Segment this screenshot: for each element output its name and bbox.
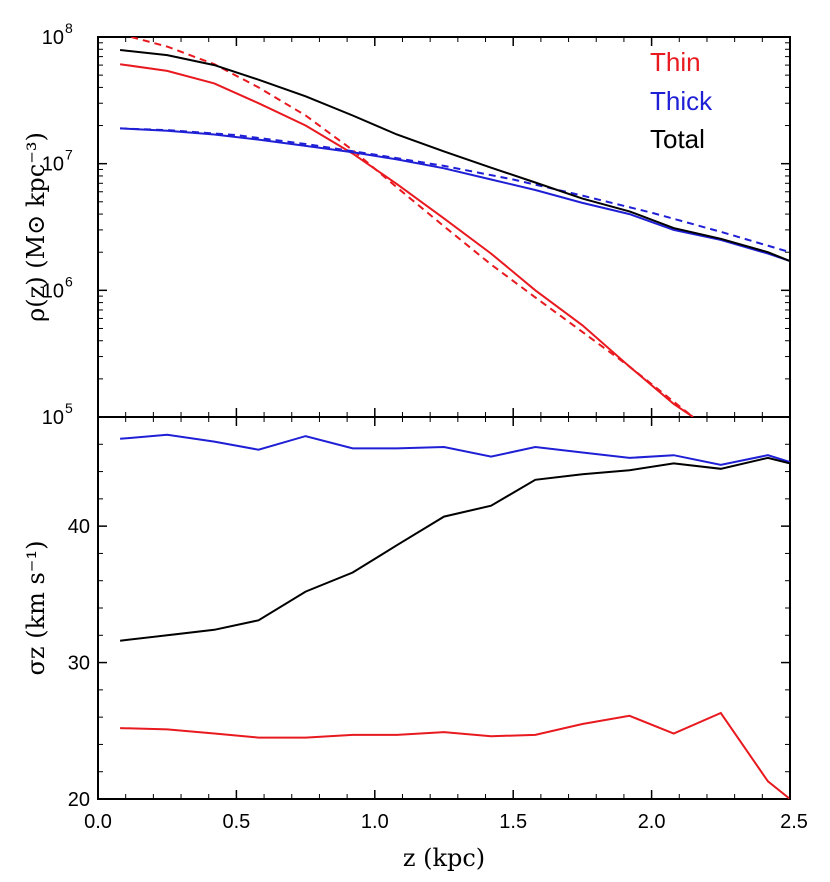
top-series-thin-dashed <box>130 37 694 417</box>
top-y-tick-label: 10 <box>42 280 64 302</box>
bottom-series-thin <box>120 711 790 799</box>
top-series-thin-solid <box>119 63 694 417</box>
bottom-y-tick-label: 20 <box>68 789 90 811</box>
bottom-y-tick-label: 30 <box>68 653 90 675</box>
top-y-tick-exponent: 8 <box>65 20 73 36</box>
top-y-tick-label: 10 <box>42 407 64 429</box>
top-series-thick-solid <box>120 127 790 263</box>
top-y-tick-exponent: 5 <box>65 400 73 416</box>
top-series-total-solid <box>119 49 790 263</box>
top-y-axis-label: ρ(z) (M⊙ kpc⁻³) <box>22 132 50 322</box>
x-tick-label: 2.5 <box>780 811 808 833</box>
bottom-series-group <box>119 433 790 799</box>
bottom-y-axis-label: σz (km s⁻¹) <box>22 541 50 676</box>
x-tick-label: 0.0 <box>84 811 112 833</box>
bottom-panel-frame <box>97 416 791 800</box>
bottom-y-ticks: 20 30 40 <box>68 416 790 811</box>
bottom-y-tick-label: 40 <box>68 516 90 538</box>
top-y-tick-label: 10 <box>42 154 64 176</box>
top-series-thick-dashed <box>120 127 790 254</box>
x-tick-label: 1.0 <box>361 811 389 833</box>
x-tick-label: 0.5 <box>222 811 250 833</box>
top-y-tick-exponent: 6 <box>65 273 73 289</box>
legend-total: Total <box>650 124 705 154</box>
legend: Thin Thick Total <box>650 47 713 154</box>
x-axis-label: z (kpc) <box>403 844 485 872</box>
bottom-series-thick <box>120 433 790 466</box>
bottom-series-total <box>119 456 790 642</box>
top-series-group <box>119 37 790 417</box>
x-tick-label: 2.0 <box>638 811 666 833</box>
legend-thin: Thin <box>650 47 701 77</box>
top-y-tick-exponent: 7 <box>65 147 73 163</box>
top-y-tick-label: 10 <box>42 27 64 49</box>
legend-thick: Thick <box>650 86 713 116</box>
x-ticks: 0.0 0.5 1.0 1.5 2.0 2.5 <box>84 37 808 833</box>
x-tick-label: 1.5 <box>499 811 527 833</box>
